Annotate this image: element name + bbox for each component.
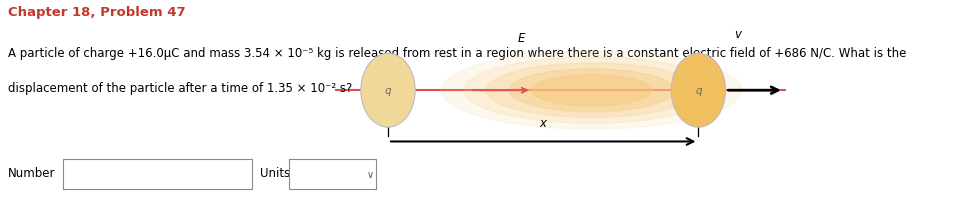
FancyBboxPatch shape [63,159,252,189]
Text: Chapter 18, Problem 47: Chapter 18, Problem 47 [8,6,185,19]
Text: Units: Units [260,166,290,179]
Text: E: E [517,32,525,45]
Ellipse shape [486,64,696,118]
Text: ∨: ∨ [366,169,374,179]
Text: q: q [385,86,391,96]
Ellipse shape [671,54,725,128]
Text: v: v [733,28,740,41]
Text: q: q [695,86,701,96]
Text: Number: Number [8,166,55,179]
FancyBboxPatch shape [289,159,376,189]
Text: x: x [539,117,547,130]
Ellipse shape [509,69,673,112]
Text: A particle of charge +16.0μC and mass 3.54 × 10⁻⁵ kg is released from rest in a : A particle of charge +16.0μC and mass 3.… [8,47,905,60]
Ellipse shape [360,54,415,128]
Text: displacement of the particle after a time of 1.35 × 10⁻² s?: displacement of the particle after a tim… [8,82,352,94]
Ellipse shape [463,58,719,124]
Ellipse shape [531,75,651,106]
Ellipse shape [441,52,741,130]
